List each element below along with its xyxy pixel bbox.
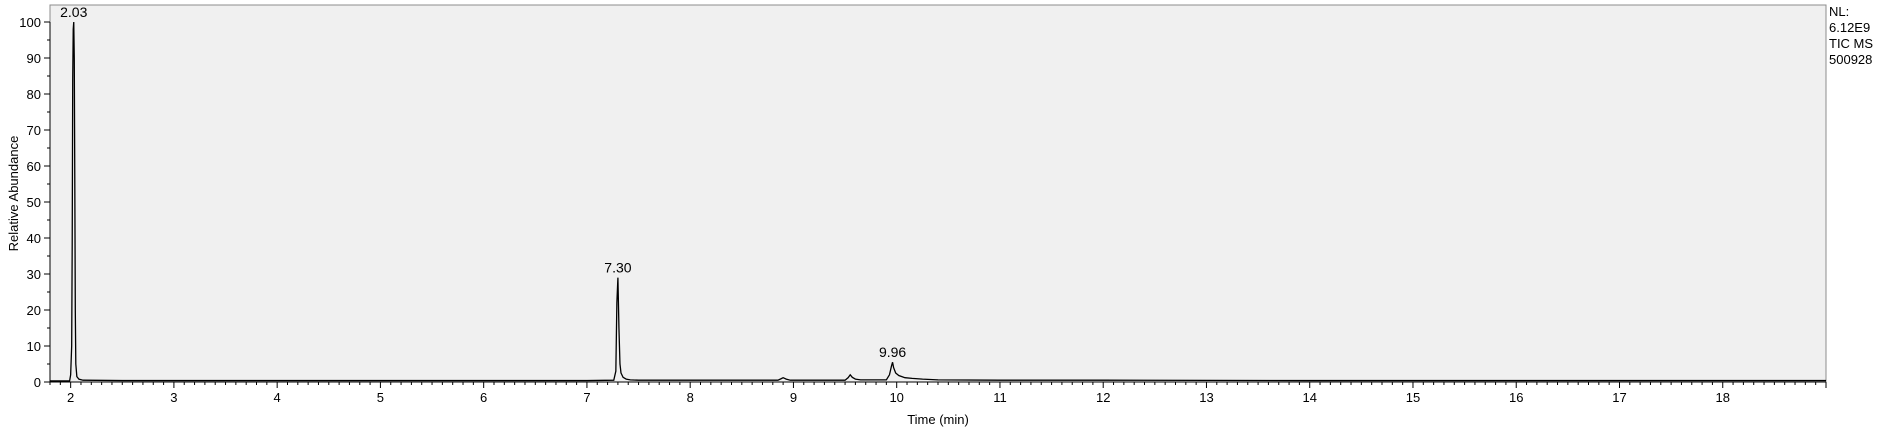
y-tick-label: 30 — [27, 267, 41, 282]
x-tick-label: 2 — [67, 390, 74, 405]
x-tick-label: 16 — [1509, 390, 1523, 405]
y-tick-label: 70 — [27, 123, 41, 138]
plot-area — [49, 4, 1827, 383]
peak-label: 2.03 — [60, 4, 87, 20]
y-axis-label: Relative Abundance — [6, 136, 21, 252]
y-tick-label: 90 — [27, 51, 41, 66]
x-tick-label: 7 — [583, 390, 590, 405]
x-tick-label: 15 — [1406, 390, 1420, 405]
x-tick-label: 6 — [480, 390, 487, 405]
info-line: 500928 — [1829, 52, 1872, 67]
info-line: TIC MS — [1829, 36, 1873, 51]
x-tick-label: 18 — [1716, 390, 1730, 405]
x-tick-label: 13 — [1199, 390, 1213, 405]
x-tick-label: 12 — [1096, 390, 1110, 405]
info-line: NL: — [1829, 4, 1849, 19]
y-tick-label: 50 — [27, 195, 41, 210]
y-tick-label: 60 — [27, 159, 41, 174]
y-tick-label: 20 — [27, 303, 41, 318]
info-line: 6.12E9 — [1829, 20, 1870, 35]
x-tick-label: 8 — [687, 390, 694, 405]
x-tick-label: 11 — [993, 390, 1007, 405]
y-tick-label: 0 — [34, 375, 41, 390]
tic-trace — [50, 21, 1826, 382]
peak-label: 7.30 — [604, 260, 631, 276]
x-tick-label: 14 — [1302, 390, 1316, 405]
x-tick-label: 10 — [889, 390, 903, 405]
y-tick-label: 10 — [27, 339, 41, 354]
x-tick-label: 3 — [170, 390, 177, 405]
x-tick-label: 5 — [377, 390, 384, 405]
x-tick-label: 17 — [1612, 390, 1626, 405]
x-tick-label: 4 — [274, 390, 281, 405]
y-tick-label: 40 — [27, 231, 41, 246]
x-axis-label: Time (min) — [907, 412, 969, 427]
peak-label: 9.96 — [879, 344, 906, 360]
peak-labels: 2.03 7.30 9.96 — [60, 4, 906, 360]
x-tick-label: 9 — [790, 390, 797, 405]
y-tick-label: 100 — [19, 15, 41, 30]
y-axis: 0 10 20 30 40 50 60 70 80 90 100 — [19, 15, 51, 390]
x-axis: 2 3 4 5 6 7 8 9 10 11 12 13 14 15 16 17 18 — [49, 381, 1827, 405]
y-tick-label: 80 — [27, 87, 41, 102]
